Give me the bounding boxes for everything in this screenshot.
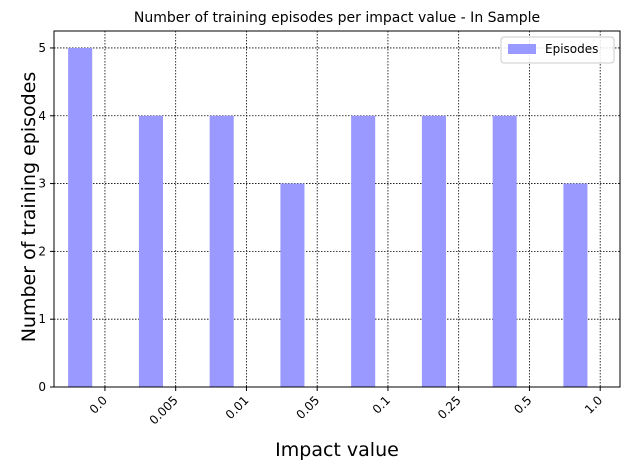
y-tick-label: 2 [38,244,46,258]
bar-0.005[interactable] [138,115,163,387]
x-tick-label: 0.005 [147,393,181,427]
x-axis-label: Impact value [275,439,399,461]
legend-box [500,36,615,64]
y-tick-label: 4 [38,109,46,123]
bar-0.01[interactable] [209,115,234,387]
bar-1.0[interactable] [563,183,588,387]
y-ticks: 0 1 2 3 4 5 [38,41,54,394]
legend-label-episodes: Episodes [545,42,598,56]
legend-swatch [508,44,536,54]
chart-title: Number of training episodes per impact v… [134,10,540,26]
bar-0.1[interactable] [351,115,376,387]
bar-0.25[interactable] [421,115,446,387]
x-tick-label: 0.1 [370,393,393,416]
bar-0.0[interactable] [68,47,93,387]
bar-0.05[interactable] [280,183,305,387]
bar-0.5[interactable] [492,115,517,387]
x-tick-label: 0.0 [87,393,110,416]
y-tick-label: 1 [38,312,46,326]
x-tick-label: 0.05 [294,393,323,422]
plot-frame [53,30,621,388]
y-tick-label: 3 [38,177,46,191]
x-tick-label: 0.25 [435,393,464,422]
bars [68,47,588,387]
x-tick-label: 0.5 [511,393,534,416]
x-ticks: 0.0 0.005 0.01 0.05 0.1 0.25 0.5 1.0 [87,387,605,427]
y-tick-label: 0 [38,380,46,394]
y-axis-label: Number of training episodes [18,72,40,343]
x-tick-label: 0.01 [223,393,252,422]
x-tick-label: 1.0 [582,393,605,416]
legend[interactable]: Episodes [500,36,615,64]
y-tick-label: 5 [38,41,46,55]
